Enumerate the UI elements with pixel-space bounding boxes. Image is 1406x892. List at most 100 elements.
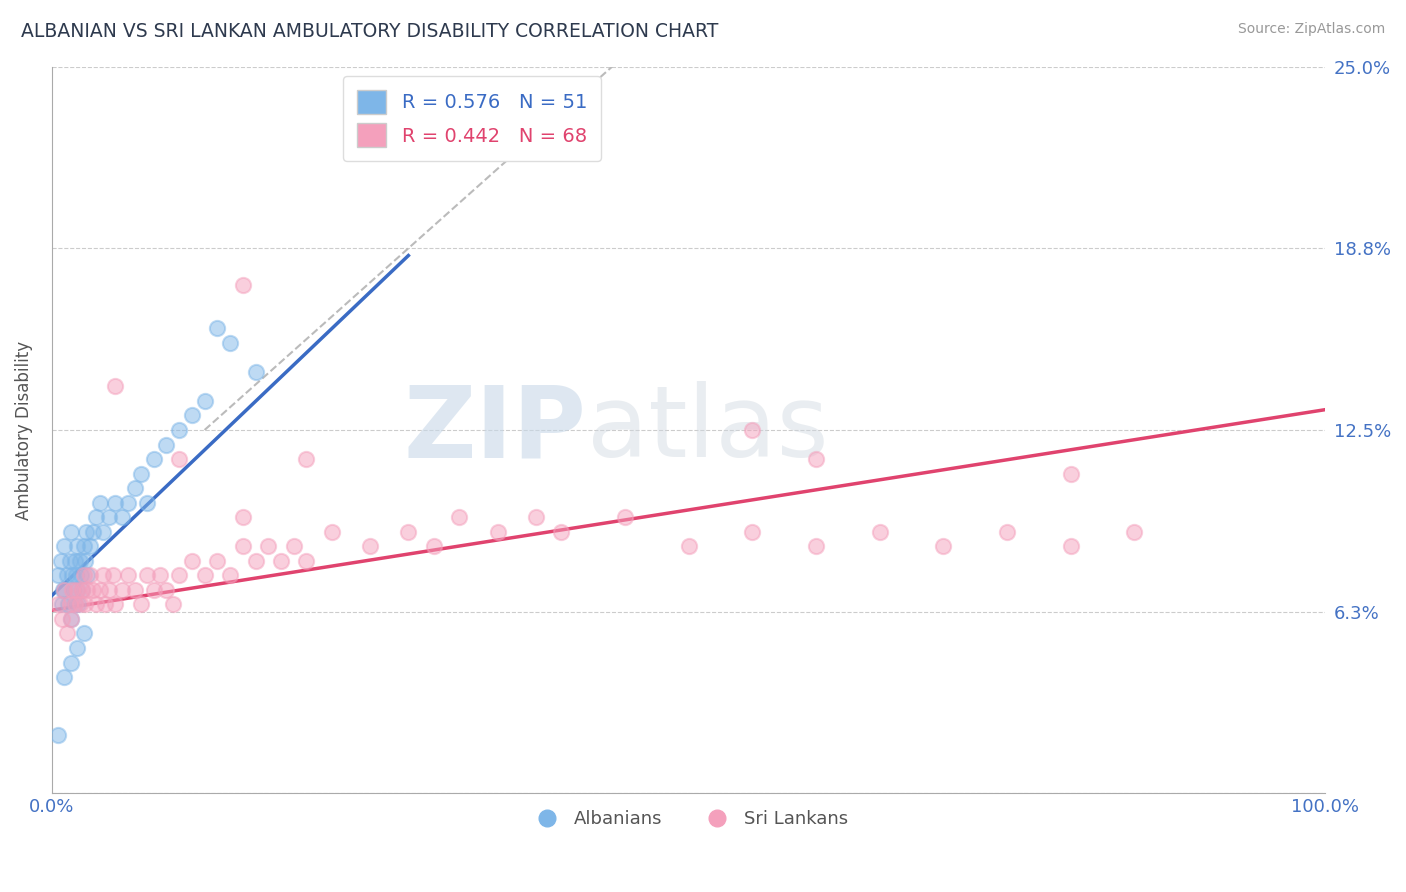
Point [73,554,96,568]
Point [79,539,101,553]
Point [155,437,177,451]
Text: ALBANIAN VS SRI LANKAN AMBULATORY DISABILITY CORRELATION CHART: ALBANIAN VS SRI LANKAN AMBULATORY DISABI… [21,22,718,41]
Point [1060,539,1083,553]
Point [89,582,111,597]
Point [59,656,82,670]
Point [1123,524,1146,539]
Point [53,582,76,597]
Point [59,612,82,626]
Point [180,409,202,423]
Point [73,598,96,612]
Point [194,568,217,582]
Point [56,626,79,640]
Point [111,510,134,524]
Point [232,277,254,292]
Point [58,598,80,612]
Point [550,524,572,539]
Point [232,539,254,553]
Point [59,612,82,626]
Point [60,568,83,582]
Text: Source: ZipAtlas.com: Source: ZipAtlas.com [1237,22,1385,37]
Point [995,524,1018,539]
Point [91,568,114,582]
Point [58,554,80,568]
Point [76,568,98,582]
Point [49,554,72,568]
Point [104,379,127,393]
Point [136,496,159,510]
Point [62,582,84,597]
Point [129,598,152,612]
Point [53,539,76,553]
Point [804,452,827,467]
Point [678,539,700,553]
Point [142,582,165,597]
Point [180,554,202,568]
Point [51,612,73,626]
Point [46,568,69,582]
Point [75,524,97,539]
Point [117,496,139,510]
Point [72,568,94,582]
Point [129,467,152,481]
Point [91,524,114,539]
Text: atlas: atlas [586,382,828,478]
Y-axis label: Ambulatory Disability: Ambulatory Disability [15,341,32,519]
Point [117,568,139,582]
Point [66,539,89,553]
Point [124,582,146,597]
Point [82,582,104,597]
Point [396,524,419,539]
Point [932,539,955,553]
Point [58,598,80,612]
Point [613,510,636,524]
Point [869,524,891,539]
Point [82,524,104,539]
Point [89,496,111,510]
Point [111,582,134,597]
Point [245,554,267,568]
Point [104,598,127,612]
Point [59,524,82,539]
Point [53,582,76,597]
Point [423,539,446,553]
Point [69,554,91,568]
Point [60,582,83,597]
Point [207,554,229,568]
Point [46,598,69,612]
Point [207,321,229,335]
Point [136,568,159,582]
Point [65,568,87,582]
Point [63,554,86,568]
Point [295,452,318,467]
Point [70,568,93,582]
Point [79,568,101,582]
Point [69,598,91,612]
Point [524,510,547,524]
Point [101,568,124,582]
Point [53,670,76,684]
Text: ZIP: ZIP [404,382,586,478]
Point [321,524,343,539]
Point [86,510,108,524]
Point [66,582,89,597]
Point [86,598,108,612]
Point [194,393,217,408]
Point [98,510,121,524]
Point [98,582,121,597]
Point [51,598,73,612]
Point [219,335,242,350]
Point [1060,467,1083,481]
Point [149,568,172,582]
Point [257,539,280,553]
Point [63,598,86,612]
Point [359,539,381,553]
Point [72,582,94,597]
Point [124,481,146,495]
Point [162,598,184,612]
Point [72,626,94,640]
Point [72,539,94,553]
Point [76,582,98,597]
Point [741,423,763,437]
Point [283,539,305,553]
